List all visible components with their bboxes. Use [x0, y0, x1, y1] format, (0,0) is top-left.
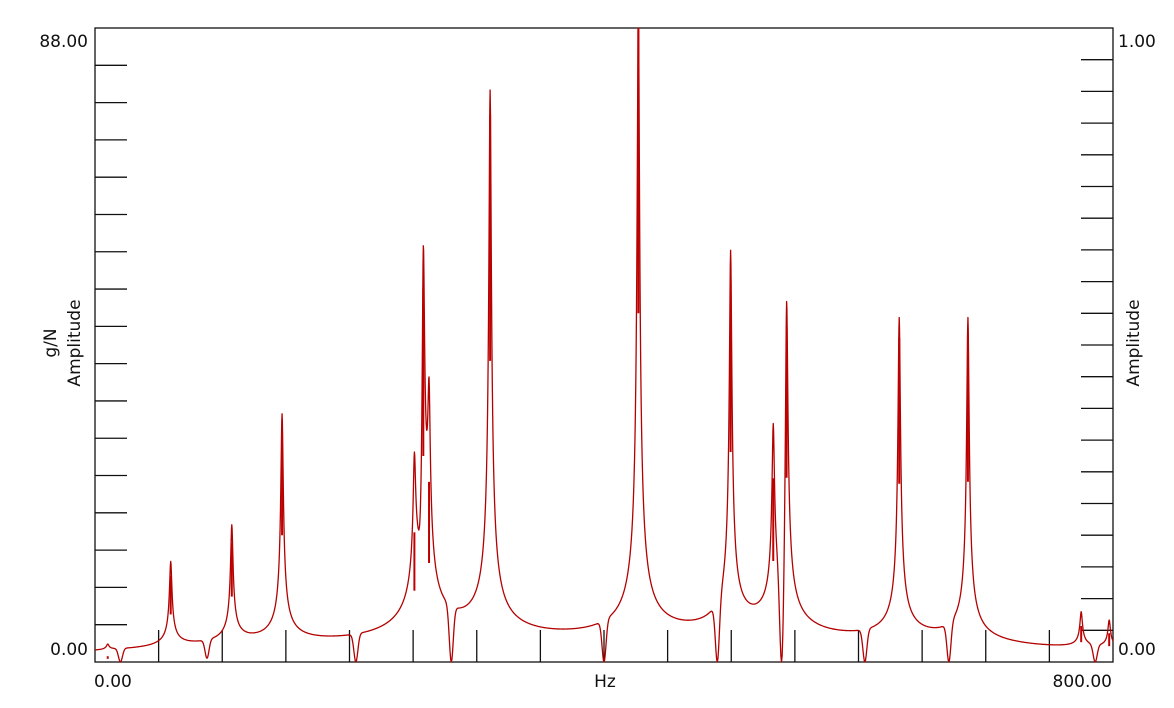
x-max-label: 800.00: [1053, 672, 1112, 692]
left-axis-ticks: [95, 64, 127, 626]
y-left-max-label: 88.00: [39, 32, 88, 52]
y-right-max-label: 1.00: [1118, 32, 1156, 52]
right-axis-ticks: [1081, 59, 1113, 631]
y-left-unit-label: g/N: [41, 328, 61, 357]
plot-frame: [94, 27, 1114, 663]
y-left-min-label: 0.00: [50, 640, 88, 660]
x-min-label: 0.00: [94, 672, 132, 692]
bottom-axis-ticks: [157, 630, 1051, 662]
y-right-min-label: 0.00: [1118, 640, 1156, 660]
x-axis-title: Hz: [594, 672, 616, 692]
series-line: [94, 27, 1114, 663]
y-right-axis-title: Amplitude: [1124, 299, 1144, 386]
y-left-axis-title: Amplitude: [65, 299, 85, 386]
peak-marks: [106, 28, 1111, 659]
